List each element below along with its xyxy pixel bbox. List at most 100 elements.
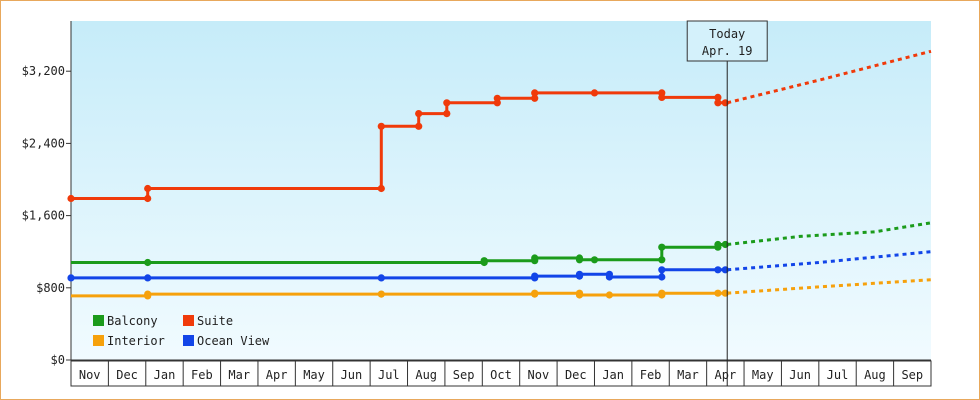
legend-item: Balcony (93, 314, 158, 328)
series-projection (727, 278, 932, 295)
x-tick-label: Aug (415, 368, 437, 382)
data-point (67, 194, 75, 203)
data-point (575, 256, 584, 264)
x-tick-label: May (303, 368, 325, 382)
series-suite (67, 49, 932, 203)
x-tick-label: Nov (79, 368, 101, 382)
x-tick-label: Dec (565, 368, 587, 382)
series-projection (727, 250, 932, 272)
x-tick-label: Jan (602, 368, 624, 382)
data-point (531, 254, 539, 262)
data-point (605, 291, 614, 299)
x-tick-label: May (752, 368, 774, 382)
data-point (721, 240, 729, 249)
x-tick-label: Feb (191, 368, 213, 382)
today-date: Apr. 19 (702, 44, 753, 58)
series-projection (726, 49, 932, 105)
data-point (531, 272, 539, 280)
legend-swatch (183, 315, 194, 326)
data-point (480, 257, 488, 265)
data-point (721, 99, 729, 107)
x-tick-label: Jun (341, 368, 363, 382)
x-tick-label: Jul (827, 368, 849, 382)
data-point (415, 110, 423, 118)
data-point (144, 194, 152, 203)
data-point (721, 266, 729, 274)
data-point (377, 184, 385, 193)
x-tick-label: Apr (715, 368, 737, 382)
data-point (531, 89, 539, 97)
data-point (575, 291, 584, 299)
x-tick-label: Jun (789, 368, 811, 382)
x-tick-label: Jan (154, 368, 176, 382)
legend-label: Ocean View (197, 334, 270, 348)
legend-item: Interior (93, 334, 165, 348)
data-point (377, 122, 385, 130)
data-point (377, 274, 385, 282)
data-point (714, 93, 722, 101)
data-point (531, 94, 539, 102)
x-tick-label: Feb (640, 368, 662, 382)
data-point (658, 266, 666, 274)
data-point (377, 290, 385, 298)
x-tick-label: Sep (901, 368, 923, 382)
y-axis: $0 $800 $1,600 $2,400 $3,200 (22, 21, 72, 367)
data-point (67, 274, 75, 282)
series-ocean-view (67, 250, 932, 282)
x-tick-label: Sep (453, 368, 475, 382)
month-strip (70, 360, 932, 387)
legend-item: Suite (183, 314, 233, 328)
x-tick-label: Apr (266, 368, 288, 382)
x-tick-label: Aug (864, 368, 886, 382)
series-projection (727, 221, 932, 246)
y-tick-label: $1,600 (22, 209, 65, 223)
data-point (590, 89, 599, 97)
x-tick-label: Oct (490, 368, 512, 382)
series-balcony (71, 221, 932, 267)
y-tick-label: $0 (51, 353, 65, 367)
today-label: Today (709, 27, 745, 41)
data-point (714, 266, 722, 274)
legend-label: Suite (197, 314, 233, 328)
legend-swatch (93, 335, 104, 346)
data-point (443, 99, 451, 107)
today-marker: Today Apr. 19 (686, 20, 768, 386)
data-point (144, 184, 152, 193)
data-point (590, 256, 599, 264)
data-point (443, 110, 451, 118)
data-point (493, 94, 501, 102)
legend-label: Interior (107, 334, 165, 348)
x-tick-label: Mar (677, 368, 699, 382)
data-point (144, 290, 152, 298)
data-point (415, 122, 423, 130)
x-tick-label: Mar (228, 368, 250, 382)
data-point (658, 256, 666, 264)
x-axis: Nov Dec Jan Feb Mar Apr May Jun Jul Aug Sep Oct Nov D… (70, 359, 932, 387)
legend-label: Balcony (107, 314, 158, 328)
data-point (714, 99, 722, 107)
series-interior (71, 278, 932, 300)
legend-swatch (183, 335, 194, 346)
legend: Balcony Suite Interior Ocean View (93, 314, 270, 348)
series-line (71, 268, 728, 280)
today-box (686, 20, 768, 62)
data-point (658, 289, 666, 297)
x-tick-label: Nov (528, 368, 550, 382)
data-point (714, 240, 722, 249)
x-tick-label: Dec (116, 368, 138, 382)
data-point (714, 289, 722, 297)
legend-item: Ocean View (183, 334, 270, 348)
data-point (144, 258, 152, 267)
data-point (658, 273, 666, 281)
data-point (575, 270, 584, 278)
x-tick-label: Jul (378, 368, 400, 382)
data-point (721, 289, 729, 297)
data-point (605, 273, 614, 281)
data-point (531, 289, 539, 297)
data-point (658, 243, 666, 251)
series-line (71, 91, 728, 200)
series-layer (67, 49, 932, 300)
plot-area (71, 21, 931, 360)
